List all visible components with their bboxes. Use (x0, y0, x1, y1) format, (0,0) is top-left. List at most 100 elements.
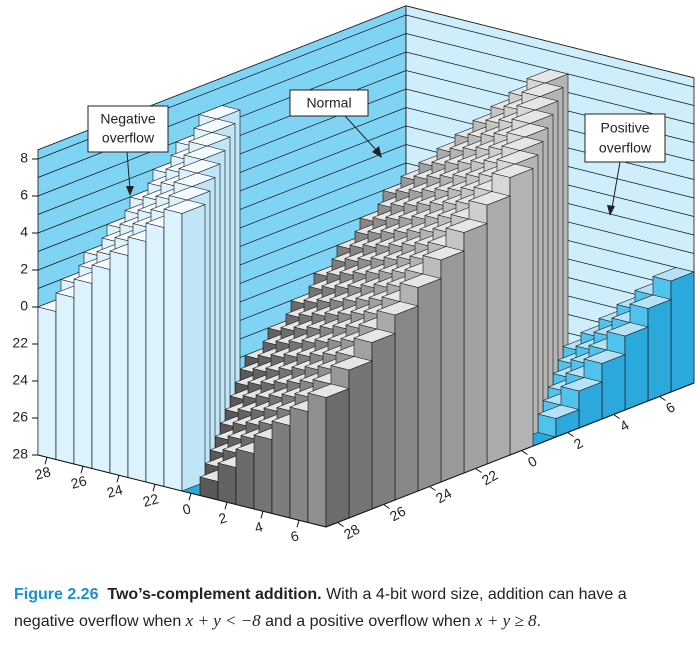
front-right-label: 4 (617, 416, 632, 434)
caption-line: negative overflow when x + y < −8 and a … (14, 608, 694, 635)
bar-side (440, 250, 465, 483)
bar-side (601, 354, 626, 420)
bar-top (526, 69, 569, 84)
callout-box (87, 105, 169, 153)
bar-top (506, 123, 549, 138)
bar-top (307, 383, 350, 398)
left-axis-label: 4 (20, 224, 28, 240)
front-left-axis (37, 454, 327, 528)
bar-side (463, 223, 488, 474)
bar-top (163, 199, 206, 214)
bar-front (55, 292, 75, 465)
bar-front (307, 392, 327, 528)
front-right-label: 26 (387, 503, 409, 525)
bar-top (178, 159, 221, 174)
bar-side (325, 388, 350, 528)
tick-mark (116, 475, 120, 483)
front-left-label: 0 (181, 500, 193, 518)
callout-text: overflow (599, 140, 652, 156)
front-left-label: 28 (33, 463, 52, 483)
bar-side (509, 168, 534, 456)
bar-top (560, 377, 603, 392)
tick-mark (296, 520, 300, 528)
caption-math: x + y < −8 (185, 611, 261, 630)
left-axis-label: 6 (20, 187, 28, 203)
front-left-label: 2 (217, 509, 229, 527)
front-right-label: 22 (479, 467, 501, 489)
front-right-axis (325, 382, 695, 528)
bar-front (109, 250, 129, 478)
bar-top (198, 105, 241, 120)
caption: Figure 2.26 Two’s-complement addition. W… (14, 582, 694, 635)
bar-top (501, 136, 544, 151)
caption-math: x + y ≥ 8 (475, 611, 537, 630)
bar-top (652, 267, 695, 282)
caption-text: negative overflow when (14, 613, 182, 630)
front-left-label: 26 (69, 472, 88, 492)
tick-mark (80, 466, 84, 474)
bar-front (235, 448, 255, 510)
tick-mark (188, 493, 192, 501)
callout-arrow (344, 115, 379, 153)
left-axis-label: 2 (20, 261, 28, 277)
bar-top (183, 145, 226, 160)
bar-front (145, 222, 165, 487)
callout-box (584, 113, 666, 163)
bar-top (629, 294, 672, 309)
bar-front (163, 208, 183, 492)
bar-side (670, 271, 695, 393)
bar-top (468, 191, 511, 206)
bar-front (289, 406, 309, 523)
bar-front (127, 236, 147, 483)
tick-mark (337, 522, 344, 527)
bar-top (521, 82, 564, 97)
figure-title: Two’s-complement addition. (107, 586, 322, 603)
bar-side (624, 326, 649, 411)
bar-front (271, 420, 291, 519)
bar-top (516, 96, 559, 111)
bar-front (217, 462, 237, 505)
bar-side (371, 333, 396, 510)
callout-arrow (126, 151, 131, 191)
arrow-head (126, 186, 134, 196)
left-axis-label: 24 (12, 372, 28, 388)
left-axis-label: 28 (12, 446, 28, 462)
bar-side (647, 299, 672, 402)
front-left-label: 4 (253, 518, 265, 536)
caption-text: and a positive overflow when (265, 613, 471, 630)
caption-text: . (536, 613, 541, 630)
callouts: Negative overflow Normal Positive overfl… (87, 89, 666, 216)
callout-text: overflow (102, 130, 155, 146)
front-right-label: 28 (341, 521, 363, 543)
bar-top (399, 273, 442, 288)
bar-top (173, 172, 216, 187)
bar-top (511, 109, 554, 124)
callout-arrow (611, 161, 621, 209)
tick-mark (224, 502, 228, 510)
tick-mark (260, 511, 264, 519)
tick-mark (613, 414, 620, 419)
bar-side (348, 360, 373, 519)
tick-mark (152, 484, 156, 492)
left-axis-label: 22 (12, 335, 28, 351)
bar-side (181, 204, 206, 492)
tick-mark (659, 396, 666, 401)
front-left-label: 22 (141, 490, 160, 510)
arrow-head (372, 146, 382, 158)
bar-front (73, 278, 93, 469)
bar-top (583, 349, 626, 364)
bar-side (394, 305, 419, 501)
bar-top (193, 118, 236, 133)
callout-text: Negative (100, 111, 155, 127)
callout-text: Normal (306, 95, 351, 111)
bar-top (606, 322, 649, 337)
tick-mark (567, 432, 574, 437)
left-axis-label: 0 (20, 298, 28, 314)
left-axis-label: 26 (12, 409, 28, 425)
bar-top (491, 163, 534, 178)
caption-text: With a 4-bit word size, addition can hav… (326, 586, 627, 603)
callout-text: Positive (600, 120, 649, 136)
